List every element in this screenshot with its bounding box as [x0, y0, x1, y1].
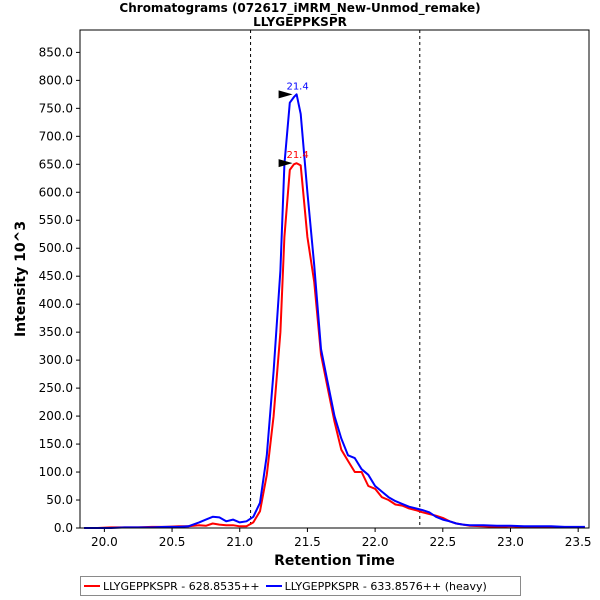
y-tick-label: 650.0: [39, 157, 73, 171]
x-tick-label: 20.0: [91, 535, 118, 549]
x-axis-label: Retention Time: [274, 553, 395, 569]
peak-label: 21.4: [286, 81, 308, 92]
peak-markers: 21.4 21.4: [278, 81, 309, 168]
peak-label: 21.4: [286, 150, 308, 161]
y-tick-label: 500.0: [39, 241, 73, 255]
y-tick-label: 0.0: [54, 521, 73, 535]
legend-item-light: LLYGEPPKSPR - 628.8535++: [84, 580, 260, 593]
peak-arrow-marker: [278, 159, 293, 168]
y-tick-label: 750.0: [39, 101, 73, 115]
x-tick-label: 23.0: [497, 535, 524, 549]
x-tick-label: 21.0: [226, 535, 253, 549]
legend: LLYGEPPKSPR - 628.8535++ LLYGEPPKSPR - 6…: [80, 576, 521, 596]
plot-frame: [79, 29, 590, 529]
y-tick-label: 400.0: [39, 297, 73, 311]
y-axis-label: Intensity 10^3: [13, 221, 29, 337]
y-tick-label: 700.0: [39, 129, 73, 143]
y-tick-label: 100.0: [39, 465, 73, 479]
x-tick-label: 21.5: [294, 535, 321, 549]
legend-label-light: LLYGEPPKSPR - 628.8535++: [103, 579, 260, 593]
x-axis: 20.0 20.5 21.0 21.5 22.0 22.5 23.0 23.5: [91, 528, 592, 549]
y-axis: 0.0 50.0 100.0 150.0 200.0 250.0 300.0 350.0 400…: [39, 45, 80, 535]
legend-item-heavy: LLYGEPPKSPR - 633.8576++ (heavy): [265, 579, 487, 593]
x-tick-label: 23.5: [565, 535, 592, 549]
y-tick-label: 550.0: [39, 213, 73, 227]
chart-title: Chromatograms (072617_iMRM_New-Unmod_rem…: [119, 1, 481, 15]
x-tick-label: 22.0: [362, 535, 389, 549]
y-tick-label: 300.0: [39, 353, 73, 367]
series-line-light: [84, 162, 585, 529]
series-line-heavy: [84, 93, 585, 529]
peak-arrow-marker: [278, 90, 293, 99]
legend-swatch-blue: [265, 585, 282, 587]
legend-swatch-red: [84, 585, 100, 587]
y-tick-label: 250.0: [39, 381, 73, 395]
x-tick-label: 22.5: [429, 535, 456, 549]
chromatogram-chart: 0.0 50.0 100.0 150.0 200.0 250.0 300.0 350.0 400…: [13, 29, 592, 569]
y-tick-label: 200.0: [39, 409, 73, 423]
y-tick-label: 450.0: [39, 269, 73, 283]
y-tick-label: 850.0: [39, 45, 73, 59]
y-tick-label: 150.0: [39, 437, 73, 451]
y-tick-label: 800.0: [39, 73, 73, 87]
series-lines: [84, 93, 585, 529]
chart-subtitle: LLYGEPPKSPR: [253, 15, 347, 29]
x-tick-label: 20.5: [159, 535, 186, 549]
integration-boundaries: [250, 30, 421, 528]
legend-label-heavy: LLYGEPPKSPR - 633.8576++ (heavy): [284, 579, 487, 593]
y-tick-label: 600.0: [39, 185, 73, 199]
y-tick-label: 50.0: [46, 493, 73, 507]
y-tick-label: 350.0: [39, 325, 73, 339]
